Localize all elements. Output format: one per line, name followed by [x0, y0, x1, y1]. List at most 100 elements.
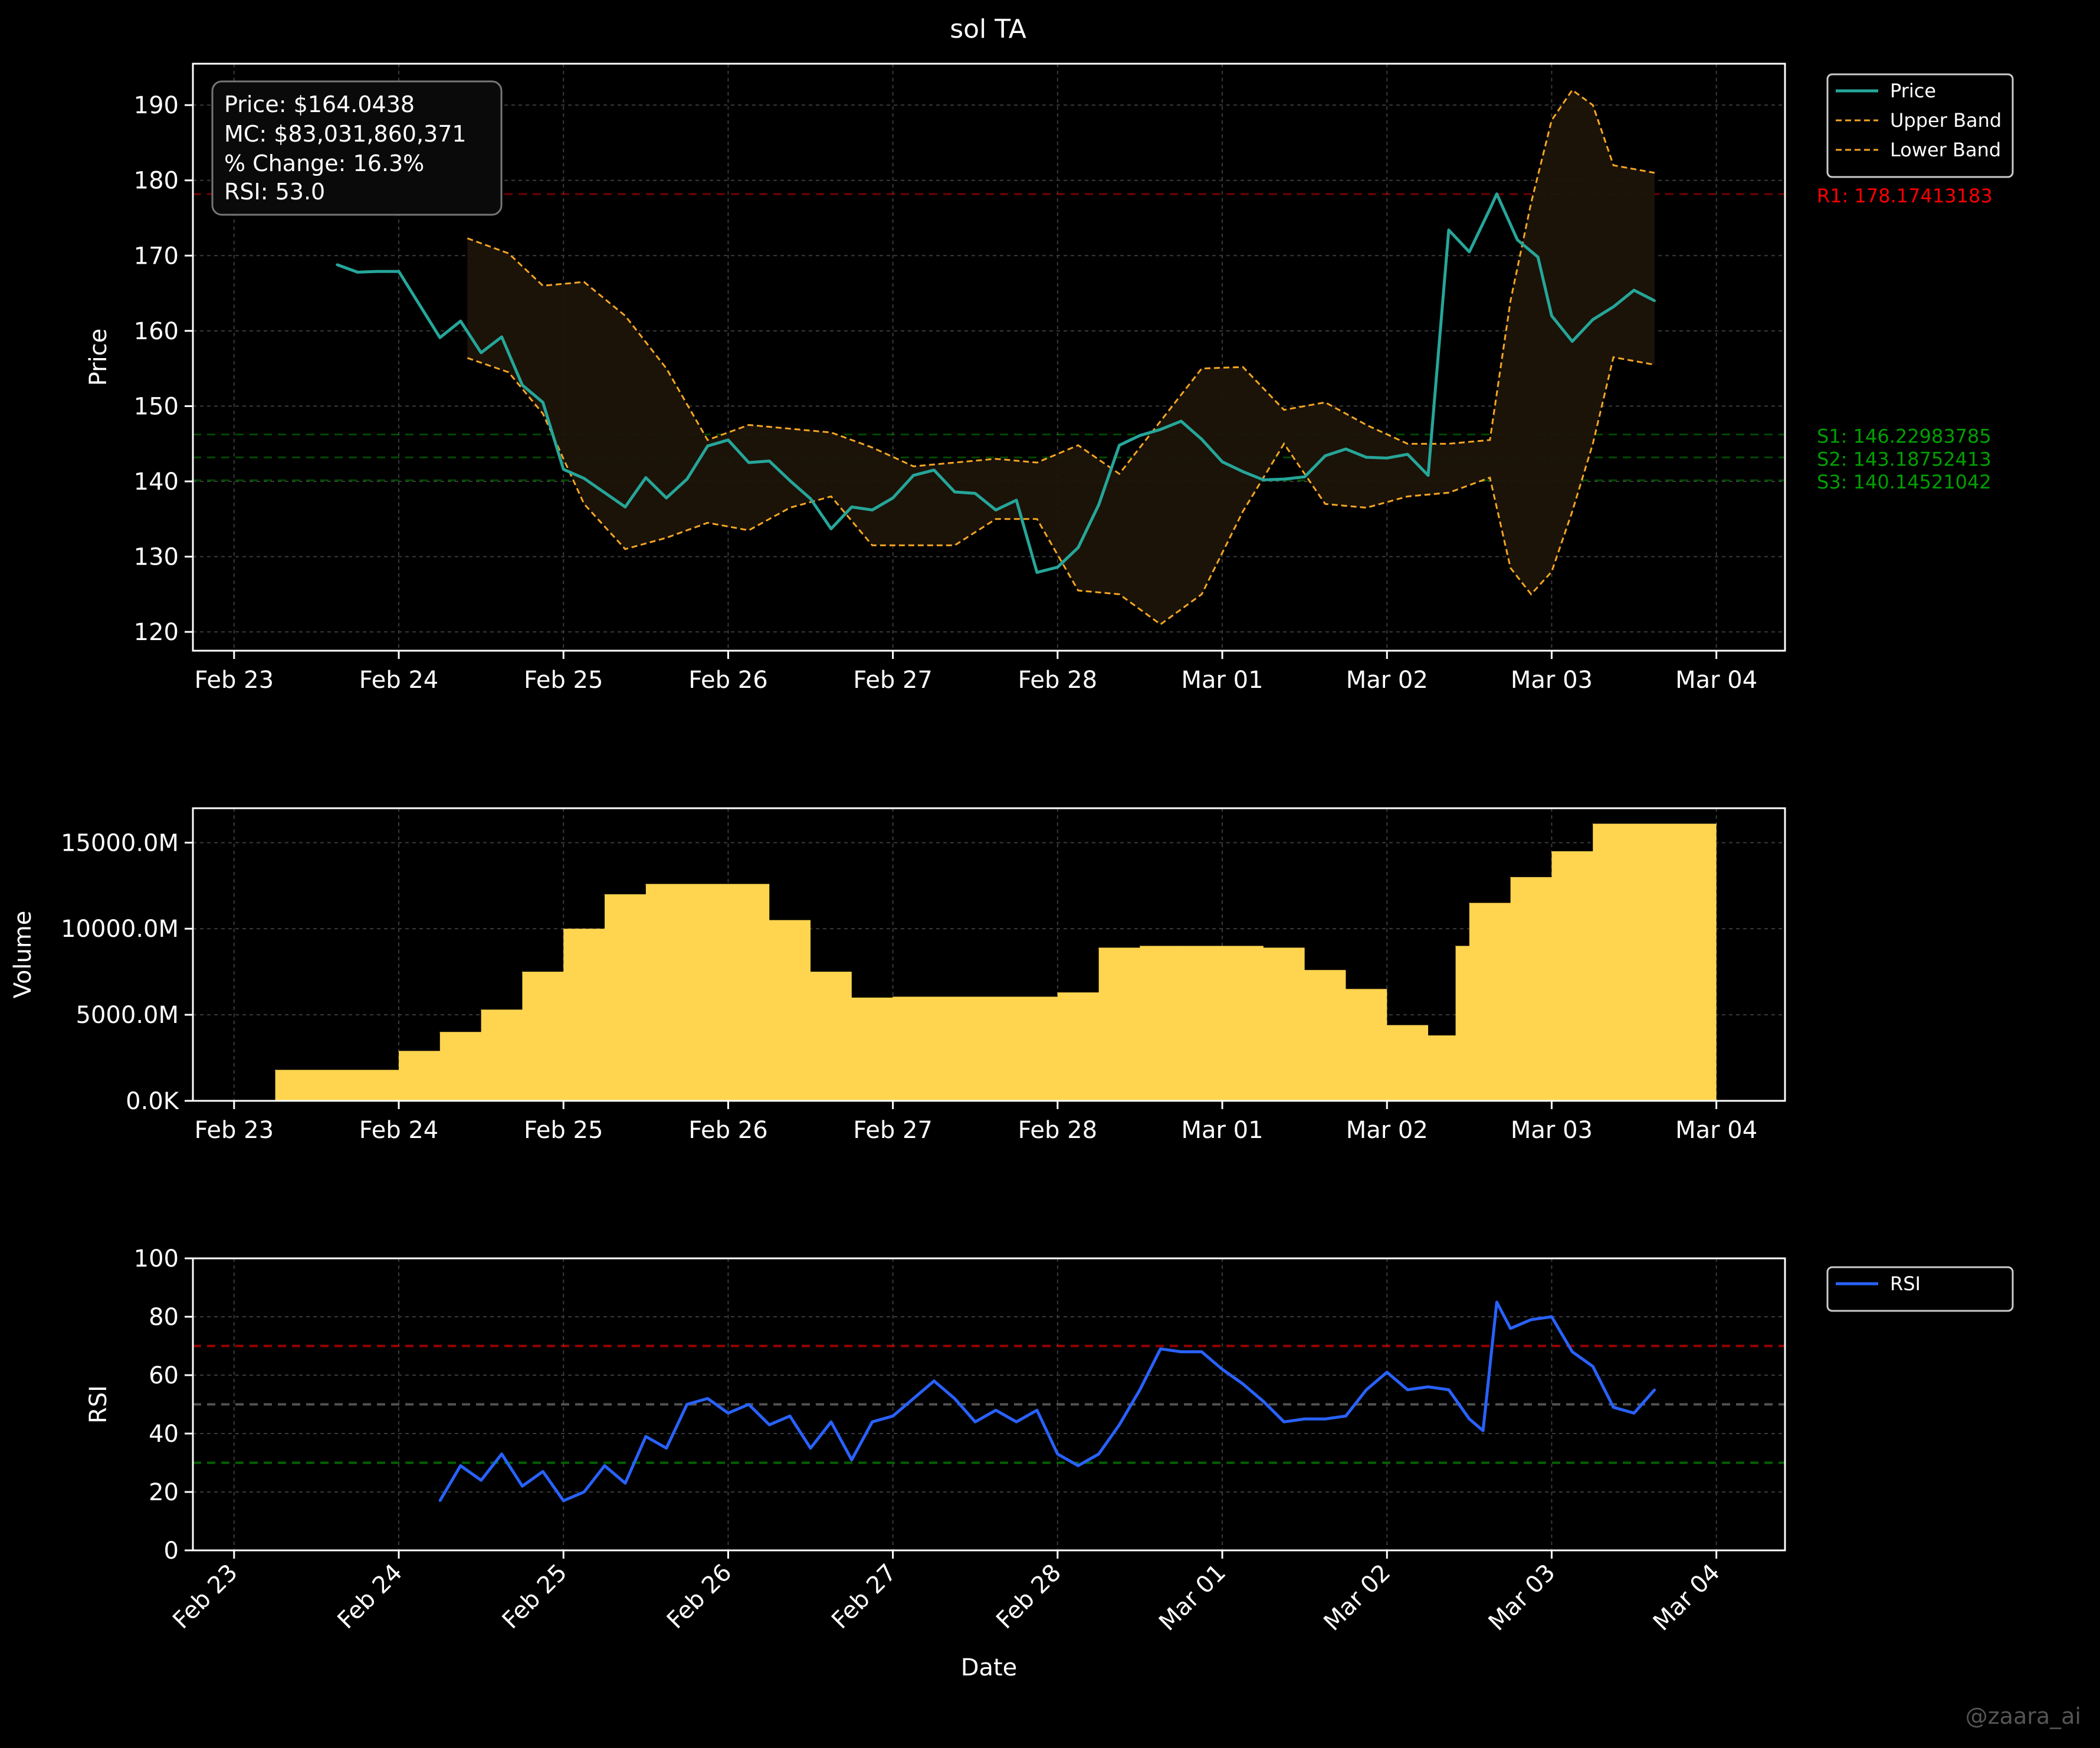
volume-plot-content [193, 808, 1785, 1101]
chart-title: sol TA [950, 14, 1026, 44]
rsi-point [1035, 1409, 1038, 1412]
price-point [685, 478, 688, 481]
rsi-point [603, 1464, 606, 1467]
price-point [542, 401, 544, 404]
price-x-tick-label: Mar 02 [1346, 667, 1428, 694]
rsi-point [995, 1409, 998, 1412]
price-point [1488, 208, 1491, 211]
rsi-legend: RSI [1826, 1266, 2014, 1312]
price-point [1015, 499, 1018, 501]
rsi-point [1077, 1464, 1079, 1467]
volume-x-tick-label: Mar 03 [1511, 1117, 1593, 1144]
band-fill [467, 90, 1655, 625]
rsi-point [1447, 1388, 1450, 1391]
rsi-y-tick-label: 60 [149, 1362, 179, 1389]
ref-label-r1: R1: 178.17413183 [1817, 185, 1993, 207]
rsi-point [953, 1397, 956, 1400]
price-point [995, 509, 998, 511]
rsi-point [1482, 1429, 1485, 1432]
rsi-point [1344, 1415, 1347, 1418]
info-box-rsi: RSI: 53.0 [224, 179, 325, 205]
price-point [871, 509, 874, 511]
price-point [953, 490, 956, 493]
price-point [665, 497, 668, 500]
price-point [829, 527, 832, 530]
rsi-point [1282, 1421, 1285, 1424]
info-box-percent-change: % Change: 16.3% [224, 150, 424, 176]
rsi-point [1406, 1388, 1409, 1391]
rsi-point [1653, 1388, 1656, 1391]
volume-x-tick-label: Feb 26 [688, 1117, 767, 1144]
rsi-point [1138, 1388, 1141, 1391]
rsi-point [891, 1415, 894, 1418]
price-y-tick-label: 190 [134, 92, 179, 119]
volume-y-tick-label: 10000.0M [61, 916, 179, 943]
legend-label-rsi: RSI [1890, 1273, 1921, 1295]
price-point [1118, 444, 1121, 447]
price-point [1324, 454, 1327, 457]
rsi-point [1612, 1406, 1615, 1409]
x-axis-label: Date [961, 1654, 1018, 1681]
price-point [747, 461, 750, 464]
price-point [1200, 438, 1203, 441]
rsi-point [933, 1379, 936, 1382]
rsi-legend-frame [1826, 1266, 2014, 1312]
legend-label-lower-band: Lower Band [1890, 139, 2001, 161]
price-y-tick-label: 180 [134, 168, 179, 195]
price-point [1406, 453, 1409, 456]
price-point [1495, 192, 1498, 195]
upper-band-line [467, 88, 1655, 475]
price-line [336, 192, 1656, 574]
volume-x-tick-label: Feb 28 [1018, 1117, 1097, 1144]
volume-y-tick-label: 5000.0M [76, 1002, 179, 1029]
rsi-point [1262, 1400, 1265, 1403]
price-point [1571, 340, 1574, 343]
rsi-point [459, 1464, 462, 1467]
price-point [1344, 448, 1347, 451]
price-point [1097, 503, 1100, 506]
price-x-tick-label: Feb 27 [853, 667, 932, 694]
price-point [1468, 250, 1471, 253]
price-point [480, 351, 483, 354]
price-point [850, 506, 853, 509]
rsi-point [1159, 1347, 1162, 1350]
rsi-point [727, 1412, 730, 1415]
volume-x-tick-label: Mar 04 [1675, 1117, 1757, 1144]
info-box-background [211, 80, 503, 216]
rsi-point [1221, 1368, 1224, 1371]
volume-x-tick-label: Mar 02 [1346, 1117, 1428, 1144]
rsi-point [747, 1403, 750, 1406]
price-legend: Price Upper Band Lower Band [1826, 73, 2014, 178]
price-point [1303, 475, 1306, 478]
price-y-tick-label: 170 [134, 242, 179, 270]
rsi-y-tick-label: 80 [149, 1304, 179, 1331]
legend-label-upper-band: Upper Band [1890, 109, 2001, 132]
rsi-plot-content [193, 1258, 1785, 1550]
rsi-point [1303, 1418, 1306, 1421]
price-point [521, 383, 524, 386]
volume-x-tick-label: Feb 23 [195, 1117, 274, 1144]
price-point [1653, 299, 1656, 302]
rsi-point [1015, 1421, 1018, 1424]
rsi-point [521, 1485, 524, 1488]
rsi-point [1365, 1388, 1368, 1391]
ref-label-s1: S1: 146.22983785 [1817, 425, 1991, 448]
price-x-tick-label: Feb 23 [195, 667, 274, 694]
price-point [500, 336, 503, 339]
price-point [438, 336, 441, 339]
price-point [768, 460, 771, 463]
price-point [789, 479, 792, 482]
price-y-tick-label: 140 [134, 468, 179, 496]
volume-x-tick-label: Feb 27 [853, 1117, 932, 1144]
volume-frame [192, 807, 1786, 1102]
price-point [933, 468, 936, 471]
rsi-point [480, 1479, 483, 1482]
lower-band-line [467, 356, 1655, 626]
rsi-point [583, 1491, 586, 1493]
price-point [974, 492, 977, 495]
rsi-y-tick-label: 40 [149, 1421, 179, 1448]
rsi-point [1468, 1418, 1471, 1421]
volume-area [275, 824, 1717, 1101]
price-y-axis-label: Price [85, 329, 112, 386]
